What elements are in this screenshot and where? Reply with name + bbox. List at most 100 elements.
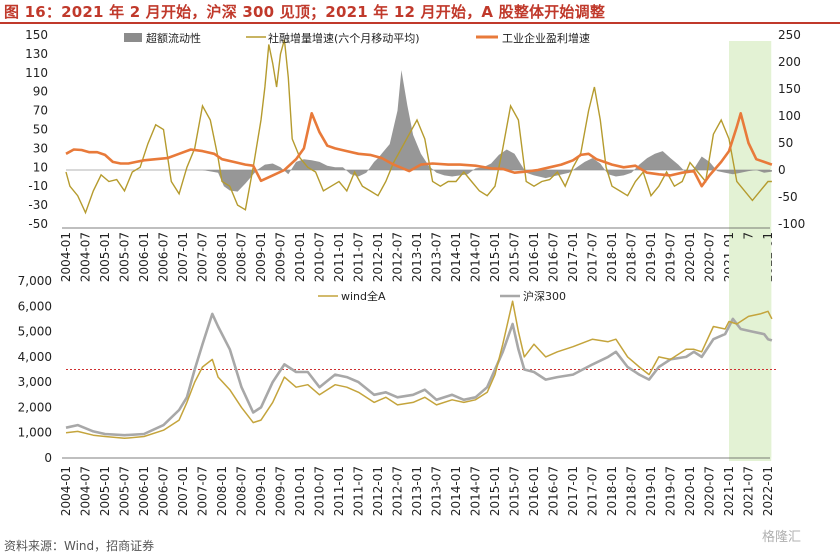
- bottom-x-tick-label: 2016-07: [547, 466, 561, 516]
- top-right-tick-label: 50: [778, 136, 793, 150]
- bottom-highlight-band: [729, 240, 772, 458]
- top-x-tick-label: 2011-07: [352, 232, 366, 282]
- top-left-tick-label: 90: [33, 85, 48, 99]
- bottom-x-tick-label: 2008-07: [235, 466, 249, 516]
- top-x-tick-label: 2008-07: [235, 232, 249, 282]
- bottom-x-tick-label: 2009-07: [274, 466, 288, 516]
- bottom-x-tick-label: 2015-07: [508, 466, 522, 516]
- top-right-tick-label: 200: [778, 55, 801, 69]
- top-left-tick-label: 50: [33, 123, 48, 137]
- legend-swatch-excess-liquidity: [124, 33, 142, 42]
- top-x-tick-label: 2015-07: [508, 232, 522, 282]
- bottom-x-tick-label: 2021-01: [722, 466, 736, 516]
- top-right-tick-label: 0: [778, 163, 786, 177]
- top-x-tick-label: 2004-01: [59, 232, 73, 282]
- top-x-tick-label: 2004-07: [79, 232, 93, 282]
- top-left-tick-label: 70: [33, 104, 48, 118]
- top-x-tick-label: 2018-07: [625, 232, 639, 282]
- legend-label-excess-liquidity: 超额流动性: [146, 31, 201, 45]
- bottom-left-axis-ticks: 0 1,000 2,000 3,000 4,000 5,000 6,000 7,000: [18, 274, 52, 465]
- bottom-x-tick-label: 2011-01: [332, 466, 346, 516]
- bottom-x-tick-label: 2013-01: [410, 466, 424, 516]
- top-x-tick-label: 2013-07: [430, 232, 444, 282]
- top-x-tick-label: 2010-07: [313, 232, 327, 282]
- top-x-tick-label: 2008-01: [215, 232, 229, 282]
- top-x-tick-label: 2007-01: [176, 232, 190, 282]
- bottom-x-tick-label: 2004-07: [79, 466, 93, 516]
- top-right-tick-label: 100: [778, 109, 801, 123]
- bottom-x-tick-label: 2006-01: [137, 466, 151, 516]
- bottom-x-tick-label: 2021-07: [742, 466, 756, 516]
- top-x-tick-label: 2020-07: [703, 232, 717, 282]
- source-note: 资料来源：Wind，招商证券: [4, 539, 155, 553]
- bottom-x-tick-label: 2018-07: [625, 466, 639, 516]
- bottom-x-tick-label: 2009-01: [254, 466, 268, 516]
- bottom-x-tick-label: 2014-01: [449, 466, 463, 516]
- bottom-x-tick-label: 2011-07: [352, 466, 366, 516]
- top-chart: -50 -30 -10 10 30 50 70 90 110 130 150 -100 -50 0 50 1…: [25, 28, 805, 461]
- bottom-x-tick-label: 2016-01: [527, 466, 541, 516]
- top-x-tick-label: 2020-01: [683, 232, 697, 282]
- bottom-x-tick-label: 2012-07: [391, 466, 405, 516]
- series-excess-liquidity-area: [66, 70, 772, 192]
- top-x-tick-label: 2018-01: [605, 232, 619, 282]
- legend-label-industrial-profit: 工业企业盈利增速: [502, 31, 590, 45]
- top-x-tick-label: 2005-07: [118, 232, 132, 282]
- top-x-tick-label: 2005-01: [98, 232, 112, 282]
- top-left-tick-label: -10: [28, 179, 48, 193]
- bottom-legend: wind全A 沪深300: [318, 289, 566, 303]
- bottom-x-tick-label: 2015-01: [488, 466, 502, 516]
- top-left-tick-label: -50: [28, 217, 48, 231]
- bottom-x-tick-label: 2019-07: [664, 466, 678, 516]
- bottom-left-tick-label: 3,000: [18, 375, 52, 389]
- top-legend: 超额流动性 社融增量增速(六个月移动平均) 工业企业盈利增速: [124, 31, 590, 45]
- legend-label-social-financing: 社融增量增速(六个月移动平均): [268, 31, 420, 45]
- charts-svg: -50 -30 -10 10 30 50 70 90 110 130 150 -100 -50 0 50 1…: [18, 28, 806, 516]
- bottom-x-tick-label: 2020-07: [703, 466, 717, 516]
- top-x-tick-label: 2006-01: [137, 232, 151, 282]
- top-right-tick-label: -50: [778, 190, 798, 204]
- series-industrial-profit-line: [65, 112, 773, 188]
- bottom-left-tick-label: 5,000: [18, 325, 52, 339]
- top-x-axis-ticks: 2004-01 2004-07 2005-01 2005-07 2006-01 2006-…: [59, 232, 775, 282]
- top-x-tick-label: 2006-07: [157, 232, 171, 282]
- bottom-x-axis-ticks: 2004-01 2004-07 2005-01 2005-07 2006-01 2006-…: [59, 466, 775, 516]
- bottom-x-tick-label: 2008-01: [215, 466, 229, 516]
- top-x-tick-label: 2009-01: [254, 232, 268, 282]
- top-left-tick-label: 130: [25, 47, 48, 61]
- top-left-tick-label: 10: [33, 160, 48, 174]
- top-x-tick-label: 2012-01: [371, 232, 385, 282]
- bottom-x-tick-label: 2018-01: [605, 466, 619, 516]
- top-x-tick-label: 2017-07: [586, 232, 600, 282]
- top-right-tick-label: 250: [778, 28, 801, 42]
- bottom-x-tick-label: 2010-01: [293, 466, 307, 516]
- bottom-x-tick-label: 2004-01: [59, 466, 73, 516]
- bottom-left-tick-label: 4,000: [18, 350, 52, 364]
- series-social-financing-line: [65, 39, 772, 215]
- bottom-x-tick-label: 2006-07: [157, 466, 171, 516]
- top-series-group: [65, 39, 773, 215]
- top-right-axis-ticks: -100 -50 0 50 100 150 200 250: [778, 28, 805, 231]
- top-x-tick-label: 2019-01: [644, 232, 658, 282]
- top-left-tick-label: 30: [33, 141, 48, 155]
- series-wind-all-a-line: [65, 300, 773, 440]
- top-left-tick-label: 110: [25, 66, 48, 80]
- top-x-tick-label: 2017-01: [566, 232, 580, 282]
- top-left-axis-ticks: -50 -30 -10 10 30 50 70 90 110 130 150: [25, 28, 48, 231]
- bottom-x-tick-label: 2017-01: [566, 466, 580, 516]
- bottom-left-tick-label: 0: [44, 451, 52, 465]
- top-x-tick-label: 2015-01: [488, 232, 502, 282]
- top-x-tick-label: 2019-07: [664, 232, 678, 282]
- figure-title: 图 16：2021 年 2 月开始，沪深 300 见顶；2021 年 12 月开…: [4, 3, 606, 21]
- bottom-x-tick-label: 2022-01: [761, 466, 775, 516]
- bottom-x-tick-label: 2017-07: [586, 466, 600, 516]
- series-csi300-line: [65, 312, 773, 437]
- bottom-x-tick-label: 2014-07: [469, 466, 483, 516]
- top-x-tick-label: 2014-01: [449, 232, 463, 282]
- legend-label-wind-all-a: wind全A: [341, 289, 386, 303]
- bottom-left-tick-label: 6,000: [18, 299, 52, 313]
- legend-label-csi300: 沪深300: [523, 289, 566, 303]
- top-x-tick-label: 2013-01: [410, 232, 424, 282]
- bottom-x-tick-label: 2010-07: [313, 466, 327, 516]
- bottom-chart: 0 1,000 2,000 3,000 4,000 5,000 6,000 7,000 200…: [18, 240, 778, 516]
